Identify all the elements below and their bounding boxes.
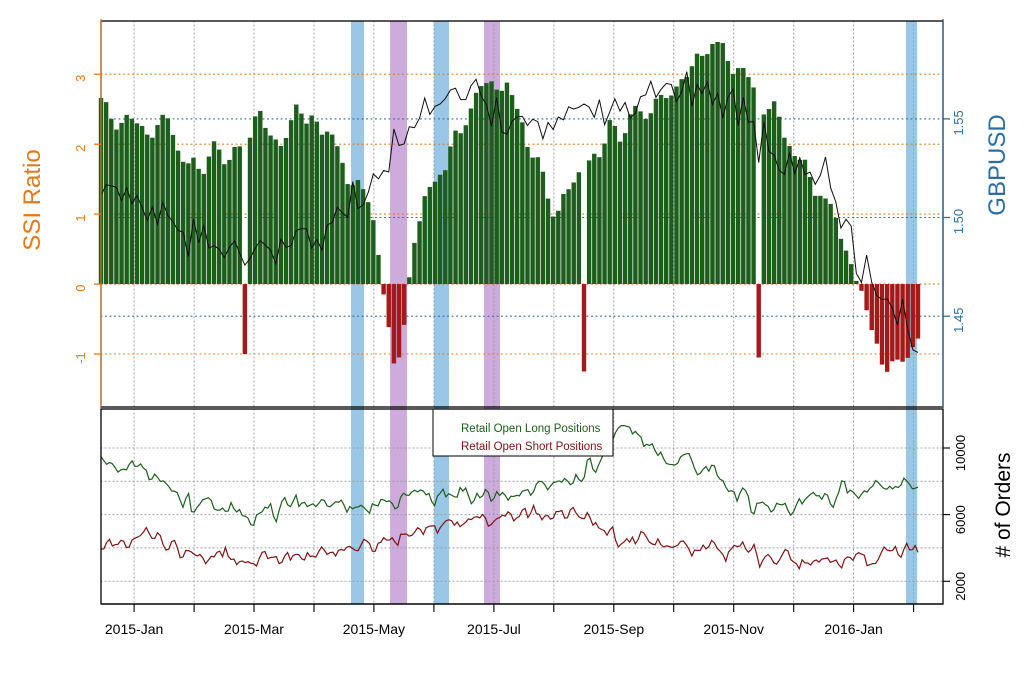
svg-text:6000: 6000 xyxy=(953,505,968,534)
svg-text:GBPUSD: GBPUSD xyxy=(984,114,1011,215)
svg-text:1.55: 1.55 xyxy=(951,110,966,135)
svg-text:Retail Open Short Positions: Retail Open Short Positions xyxy=(461,441,603,453)
svg-text:2015-Mar: 2015-Mar xyxy=(224,621,284,637)
svg-text:# of Orders: # of Orders xyxy=(992,452,1015,557)
svg-text:2: 2 xyxy=(73,145,88,152)
svg-text:Retail Open Long Positions: Retail Open Long Positions xyxy=(461,423,601,435)
svg-text:2015-May: 2015-May xyxy=(343,621,405,637)
svg-text:1.45: 1.45 xyxy=(951,308,966,333)
svg-text:0: 0 xyxy=(73,284,88,291)
svg-text:2000: 2000 xyxy=(953,572,968,601)
svg-text:-1: -1 xyxy=(73,352,88,364)
svg-text:2015-Nov: 2015-Nov xyxy=(703,621,764,637)
svg-text:1: 1 xyxy=(73,214,88,221)
svg-text:2016-Jan: 2016-Jan xyxy=(824,621,882,637)
svg-text:SSI Ratio: SSI Ratio xyxy=(19,149,46,250)
svg-text:10000: 10000 xyxy=(953,435,968,471)
svg-text:2015-Jan: 2015-Jan xyxy=(105,621,163,637)
svg-text:2015-Jul: 2015-Jul xyxy=(467,621,521,637)
svg-text:2015-Sep: 2015-Sep xyxy=(583,621,644,637)
svg-text:3: 3 xyxy=(73,75,88,82)
svg-text:1.50: 1.50 xyxy=(951,209,966,234)
